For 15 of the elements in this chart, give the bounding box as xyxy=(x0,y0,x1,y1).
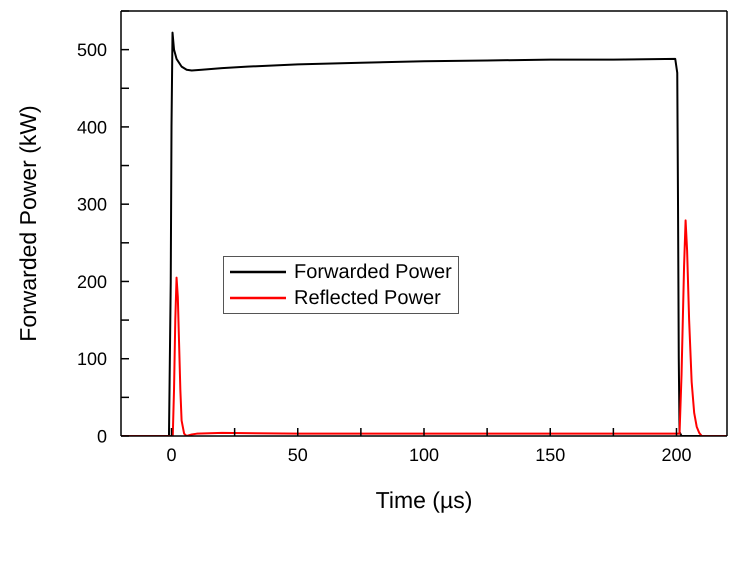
x-tick-label: 50 xyxy=(288,444,308,465)
y-tick-label: 300 xyxy=(76,194,107,215)
x-tick-label: 0 xyxy=(166,444,177,465)
x-axis-title: Time (µs) xyxy=(376,487,472,513)
y-tick-label: 400 xyxy=(76,117,107,138)
y-tick-label: 100 xyxy=(76,349,107,370)
x-tick-label: 200 xyxy=(661,444,692,465)
x-tick-label: 150 xyxy=(535,444,566,465)
legend-label: Forwarded Power xyxy=(294,260,452,285)
y-tick-label: 200 xyxy=(76,272,107,292)
x-tick-label: 100 xyxy=(408,444,440,465)
y-axis-title: Forwarded Power (kW) xyxy=(15,105,42,342)
y-tick-label: 500 xyxy=(76,40,107,60)
legend-label: Reflected Power xyxy=(294,286,441,311)
y-tick-label: 0 xyxy=(96,426,107,446)
